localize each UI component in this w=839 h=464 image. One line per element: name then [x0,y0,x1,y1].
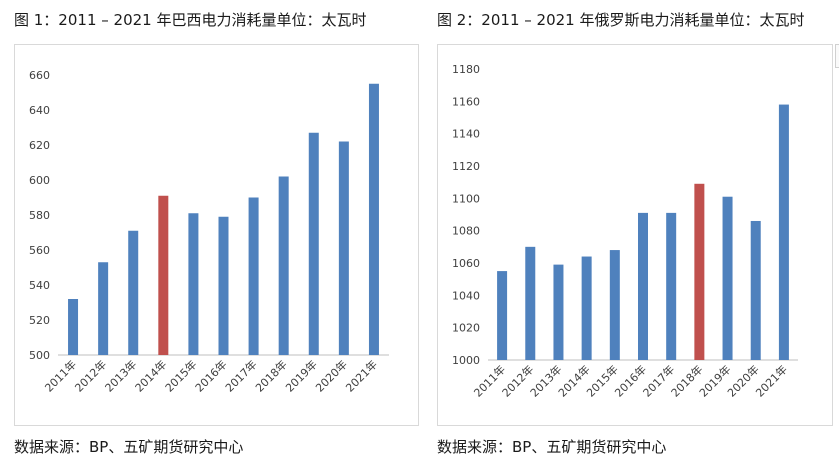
bar-2020年 [338,141,349,355]
bar-2018年 [694,183,705,360]
bar-2018年 [278,176,289,355]
y-tick-label: 560 [29,244,50,257]
y-tick-label: 1000 [452,354,480,367]
source-note-brazil: 数据来源：BP、五矿期货研究中心 [14,438,244,456]
x-tick-label: 2019年 [282,357,319,394]
x-tick-label: 2015年 [162,357,199,394]
x-tick-label: 2014年 [132,357,169,394]
y-tick-label: 1100 [452,192,480,205]
x-tick-label: 2011年 [42,357,79,394]
bar-2019年 [308,132,319,355]
y-tick-label: 620 [29,139,50,152]
chart-panel-russia: 1000 1020 1040 1060 1080 1100 1120 1140 1160 1180… [437,44,833,426]
bar-2015年 [609,250,620,360]
y-tick-label: 1080 [452,225,480,238]
x-tick-label: 2018年 [252,357,289,394]
bar-2011年 [68,299,79,355]
y-tick-label: 500 [29,349,50,362]
bar-2011年 [497,271,508,360]
bar-2014年 [158,195,169,355]
x-tick-label: 2013年 [102,357,139,394]
y-tick-label: 1140 [452,128,480,141]
bar-2017年 [248,197,259,355]
x-tick-label: 2020年 [313,357,350,394]
bar-2015年 [188,213,199,355]
x-tick-label: 2017年 [222,357,259,394]
bar-2013年 [128,230,139,355]
source-note-russia: 数据来源：BP、五矿期货研究中心 [437,438,667,456]
y-tick-label: 1180 [452,63,480,76]
y-tick-label: 640 [29,104,50,117]
y-tick-label: 1160 [452,95,480,108]
bar-2012年 [98,262,109,355]
y-tick-label: 660 [29,69,50,82]
x-tick-label: 2021年 [753,362,790,399]
bar-2016年 [638,212,648,360]
y-tick-label: 1060 [452,257,480,270]
bar-2016年 [218,216,229,355]
y-tick-label: 1040 [452,289,480,302]
y-tick-label: 580 [29,209,50,222]
bar-2019年 [722,196,733,360]
y-tick-label: 540 [29,279,50,292]
y-tick-label: 1120 [452,160,480,173]
x-tick-label: 2016年 [192,357,229,394]
bar-2021年 [778,104,789,360]
y-tick-label: 1020 [452,322,480,335]
y-tick-label: 600 [29,174,50,187]
bar-2013年 [553,264,564,360]
chart-title-brazil: 图 1：2011 – 2021 年巴西电力消耗量单位：太瓦时 [14,11,367,29]
x-tick-label: 2021年 [343,357,380,394]
bar-2021年 [368,83,379,355]
bar-chart-brazil: 5005205405605806006206406602011年2012年201… [29,69,389,395]
scroll-edge-handle [835,44,839,68]
y-tick-label: 520 [29,314,50,327]
chart-title-russia: 图 2：2011 – 2021 年俄罗斯电力消耗量单位：太瓦时 [437,11,805,29]
bar-2012年 [525,246,536,360]
bar-chart-russia: 1000 1020 1040 1060 1080 1100 1120 1140 1160 1180… [452,63,798,400]
chart-panel-brazil: 500 520 540 560 580 600 620 640 660 2011年 2012年 201… [14,44,419,426]
bar-2017年 [666,212,677,360]
bar-2020年 [750,220,761,360]
x-tick-label: 2012年 [72,357,109,394]
bar-2014年 [581,256,592,360]
